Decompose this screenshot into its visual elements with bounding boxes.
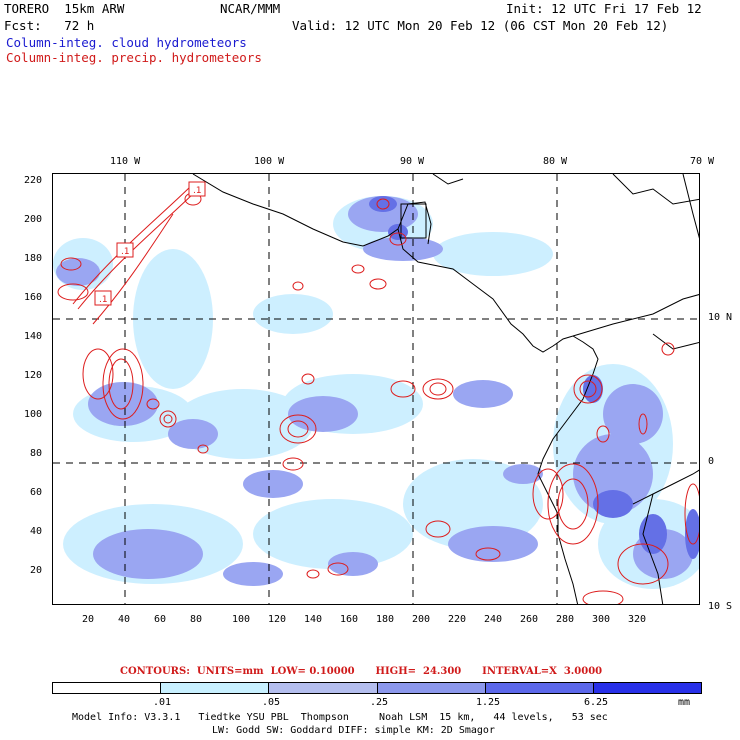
model-info-line1: Model Info: V3.3.1 Tiedtke YSU PBL Thomp… (72, 712, 608, 723)
forecast-map: .1 .1 .1 (52, 173, 700, 605)
x-tick-label: 180 (376, 614, 395, 625)
x-tick-label: 300 (592, 614, 611, 625)
init-time: Init: 12 UTC Fri 17 Feb 12 (506, 1, 702, 16)
contour-label: .1 (121, 247, 130, 257)
x-tick-label: 160 (340, 614, 359, 625)
colorbar-label: .01 (153, 697, 172, 708)
lon-label: 90 W (400, 156, 425, 167)
precip-contours (57, 183, 699, 604)
valid-time: Valid: 12 UTC Mon 20 Feb 12 (06 CST Mon … (292, 18, 669, 33)
legend-precip: Column-integ. precip. hydrometeors (6, 50, 262, 65)
x-tick-label: 280 (556, 614, 575, 625)
colorbar-label: .25 (370, 697, 389, 708)
contour-info: CONTOURS: UNITS=mm LOW= 0.10000 HIGH= 24… (120, 666, 603, 677)
x-tick-label: 200 (412, 614, 431, 625)
colorbar (52, 682, 702, 694)
lon-label: 100 W (254, 156, 285, 167)
y-tick-label: 60 (30, 487, 43, 498)
lat-label: 10 N (708, 312, 733, 323)
colorbar-label: 1.25 (476, 697, 501, 708)
coastline (192, 174, 699, 604)
x-tick-label: 100 (232, 614, 251, 625)
colorbar-label: mm (678, 697, 691, 708)
x-tick-label: 40 (118, 614, 131, 625)
colorbar-label: .05 (262, 697, 281, 708)
lon-label: 80 W (543, 156, 568, 167)
map-canvas: .1 .1 .1 (53, 174, 699, 604)
y-tick-label: 220 (24, 175, 43, 186)
x-tick-label: 140 (304, 614, 323, 625)
contour-label: .1 (99, 295, 108, 305)
x-tick-label: 320 (628, 614, 647, 625)
y-tick-label: 20 (30, 565, 43, 576)
y-tick-label: 120 (24, 370, 43, 381)
x-tick-label: 80 (190, 614, 203, 625)
lon-label: 110 W (110, 156, 141, 167)
y-tick-label: 140 (24, 331, 43, 342)
x-tick-label: 20 (82, 614, 95, 625)
contour-label-group: .1 .1 .1 (94, 181, 206, 306)
y-tick-label: 160 (24, 292, 43, 303)
colorbar-segment (161, 683, 270, 693)
model-title: TORERO 15km ARW (4, 1, 125, 16)
y-tick-label: 180 (24, 253, 43, 264)
x-tick-label: 220 (448, 614, 467, 625)
y-tick-label: 80 (30, 448, 43, 459)
lat-label: 10 S (708, 601, 733, 612)
y-tick-label: 200 (24, 214, 43, 225)
forecast-hour: Fcst: 72 h (4, 18, 95, 33)
x-tick-label: 240 (484, 614, 503, 625)
colorbar-label: 6.25 (584, 697, 609, 708)
legend-cloud: Column-integ. cloud hydrometeors (6, 35, 247, 50)
org-label: NCAR/MMM (220, 1, 281, 16)
colorbar-segment (269, 683, 378, 693)
colorbar-segment (593, 683, 702, 693)
cloud-field-mid (56, 196, 693, 586)
contour-label: .1 (193, 186, 202, 196)
colorbar-segment (53, 683, 162, 693)
x-tick-label: 120 (268, 614, 287, 625)
lat-label: 0 (708, 456, 715, 467)
country-boundary (400, 203, 427, 239)
lon-label: 70 W (690, 156, 715, 167)
x-tick-label: 60 (154, 614, 167, 625)
model-info-line2: LW: Godd SW: Goddard DIFF: simple KM: 2D… (212, 725, 495, 736)
colorbar-segment (377, 683, 486, 693)
y-tick-label: 100 (24, 409, 43, 420)
x-tick-label: 260 (520, 614, 539, 625)
y-tick-label: 40 (30, 526, 43, 537)
colorbar-segment (485, 683, 594, 693)
